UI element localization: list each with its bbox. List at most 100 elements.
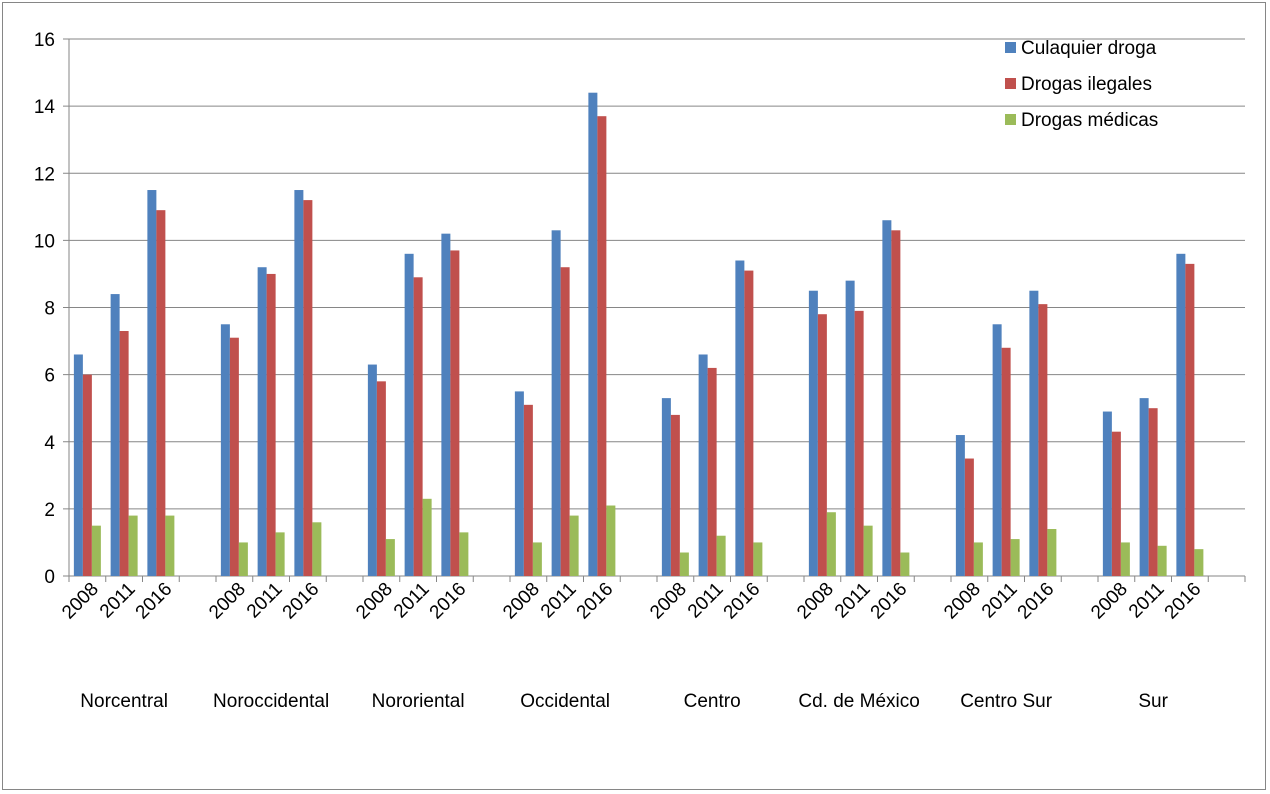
bar xyxy=(91,525,101,576)
bar xyxy=(698,354,708,576)
bar xyxy=(238,542,248,576)
y-tick-label: 4 xyxy=(44,433,55,454)
bar xyxy=(450,250,460,576)
x-tick-label: 2016 xyxy=(1161,579,1206,624)
bar xyxy=(560,267,570,576)
y-tick-label: 12 xyxy=(34,164,55,185)
bar xyxy=(532,542,542,576)
x-tick-label: 2008 xyxy=(205,579,250,624)
bar xyxy=(257,267,267,576)
y-tick-label: 2 xyxy=(44,500,55,521)
bar xyxy=(588,92,598,576)
bar xyxy=(735,260,745,576)
bar xyxy=(744,270,754,576)
bar xyxy=(900,552,910,576)
bar xyxy=(275,532,285,576)
y-tick-label: 14 xyxy=(34,97,56,118)
bar xyxy=(826,512,836,576)
x-tick-label: 2016 xyxy=(132,579,177,624)
bar xyxy=(1047,529,1057,576)
bar xyxy=(679,552,689,576)
bar xyxy=(82,374,92,576)
bar xyxy=(670,414,680,576)
bar xyxy=(1194,549,1204,576)
bar xyxy=(1010,539,1020,576)
bar xyxy=(376,381,386,576)
bar xyxy=(294,190,304,576)
bar xyxy=(413,277,423,576)
bar xyxy=(661,398,671,576)
x-tick-label: 2008 xyxy=(793,579,838,624)
y-tick-label: 6 xyxy=(44,366,55,387)
bar xyxy=(119,330,129,576)
group-label: Cd. de México xyxy=(798,691,919,712)
bar xyxy=(845,280,855,576)
bar xyxy=(597,116,607,576)
group-label: Nororiental xyxy=(372,691,465,712)
bar xyxy=(1176,253,1186,577)
bar xyxy=(1102,411,1112,576)
bar xyxy=(707,367,717,576)
bar xyxy=(441,233,451,576)
bar xyxy=(854,310,864,576)
group-label: Occidental xyxy=(520,691,610,712)
x-tick-label: 2008 xyxy=(58,579,103,624)
bar xyxy=(229,337,239,576)
x-tick-label: 2016 xyxy=(720,579,765,624)
bar xyxy=(303,200,313,576)
bar xyxy=(147,190,157,576)
group-label: Noroccidental xyxy=(213,691,329,712)
x-tick-label: 2011 xyxy=(390,579,434,623)
bar xyxy=(385,539,395,576)
y-tick-label: 10 xyxy=(34,231,55,252)
x-tick-label: 2016 xyxy=(867,579,912,624)
bar xyxy=(128,515,138,576)
x-tick-label: 2008 xyxy=(1087,579,1132,624)
x-tick-label: 2011 xyxy=(684,579,728,623)
x-tick-label: 2016 xyxy=(573,579,618,624)
x-tick-label: 2008 xyxy=(940,579,985,624)
bar xyxy=(459,532,469,576)
x-tick-label: 2011 xyxy=(831,579,875,623)
x-tick-label: 2016 xyxy=(1014,579,1059,624)
bar xyxy=(863,525,873,576)
bar xyxy=(110,294,120,576)
x-tick-label: 2008 xyxy=(646,579,691,624)
bar xyxy=(891,230,901,576)
bar xyxy=(955,435,965,576)
x-tick-label: 2011 xyxy=(1125,579,1169,623)
bar xyxy=(992,324,1002,576)
x-tick-label: 2008 xyxy=(352,579,397,624)
group-label: Sur xyxy=(1138,691,1168,712)
legend-label: Culaquier droga xyxy=(1021,38,1157,59)
y-tick-label: 0 xyxy=(44,567,55,588)
bar xyxy=(1148,408,1158,576)
group-label: Centro Sur xyxy=(960,691,1053,712)
bar xyxy=(404,253,414,577)
legend-swatch xyxy=(1005,114,1016,125)
bar xyxy=(1001,347,1011,576)
bar xyxy=(266,273,276,576)
bar xyxy=(606,505,616,576)
bar xyxy=(165,515,175,576)
bar xyxy=(156,210,166,576)
group-label: Centro xyxy=(684,691,741,712)
bar xyxy=(1111,431,1121,576)
legend-swatch xyxy=(1005,78,1016,89)
bar xyxy=(73,354,83,576)
bar xyxy=(1185,263,1195,576)
x-tick-label: 2011 xyxy=(96,579,140,623)
bar xyxy=(514,391,524,576)
bar xyxy=(973,542,983,576)
bar xyxy=(1157,545,1167,576)
bar xyxy=(1120,542,1130,576)
bar xyxy=(312,522,322,576)
group-label: Norcentral xyxy=(80,691,168,712)
bar xyxy=(753,542,763,576)
bar xyxy=(422,498,432,576)
bar xyxy=(964,458,974,576)
bar xyxy=(220,324,230,576)
x-tick-label: 2016 xyxy=(279,579,324,624)
bar xyxy=(1038,304,1048,576)
